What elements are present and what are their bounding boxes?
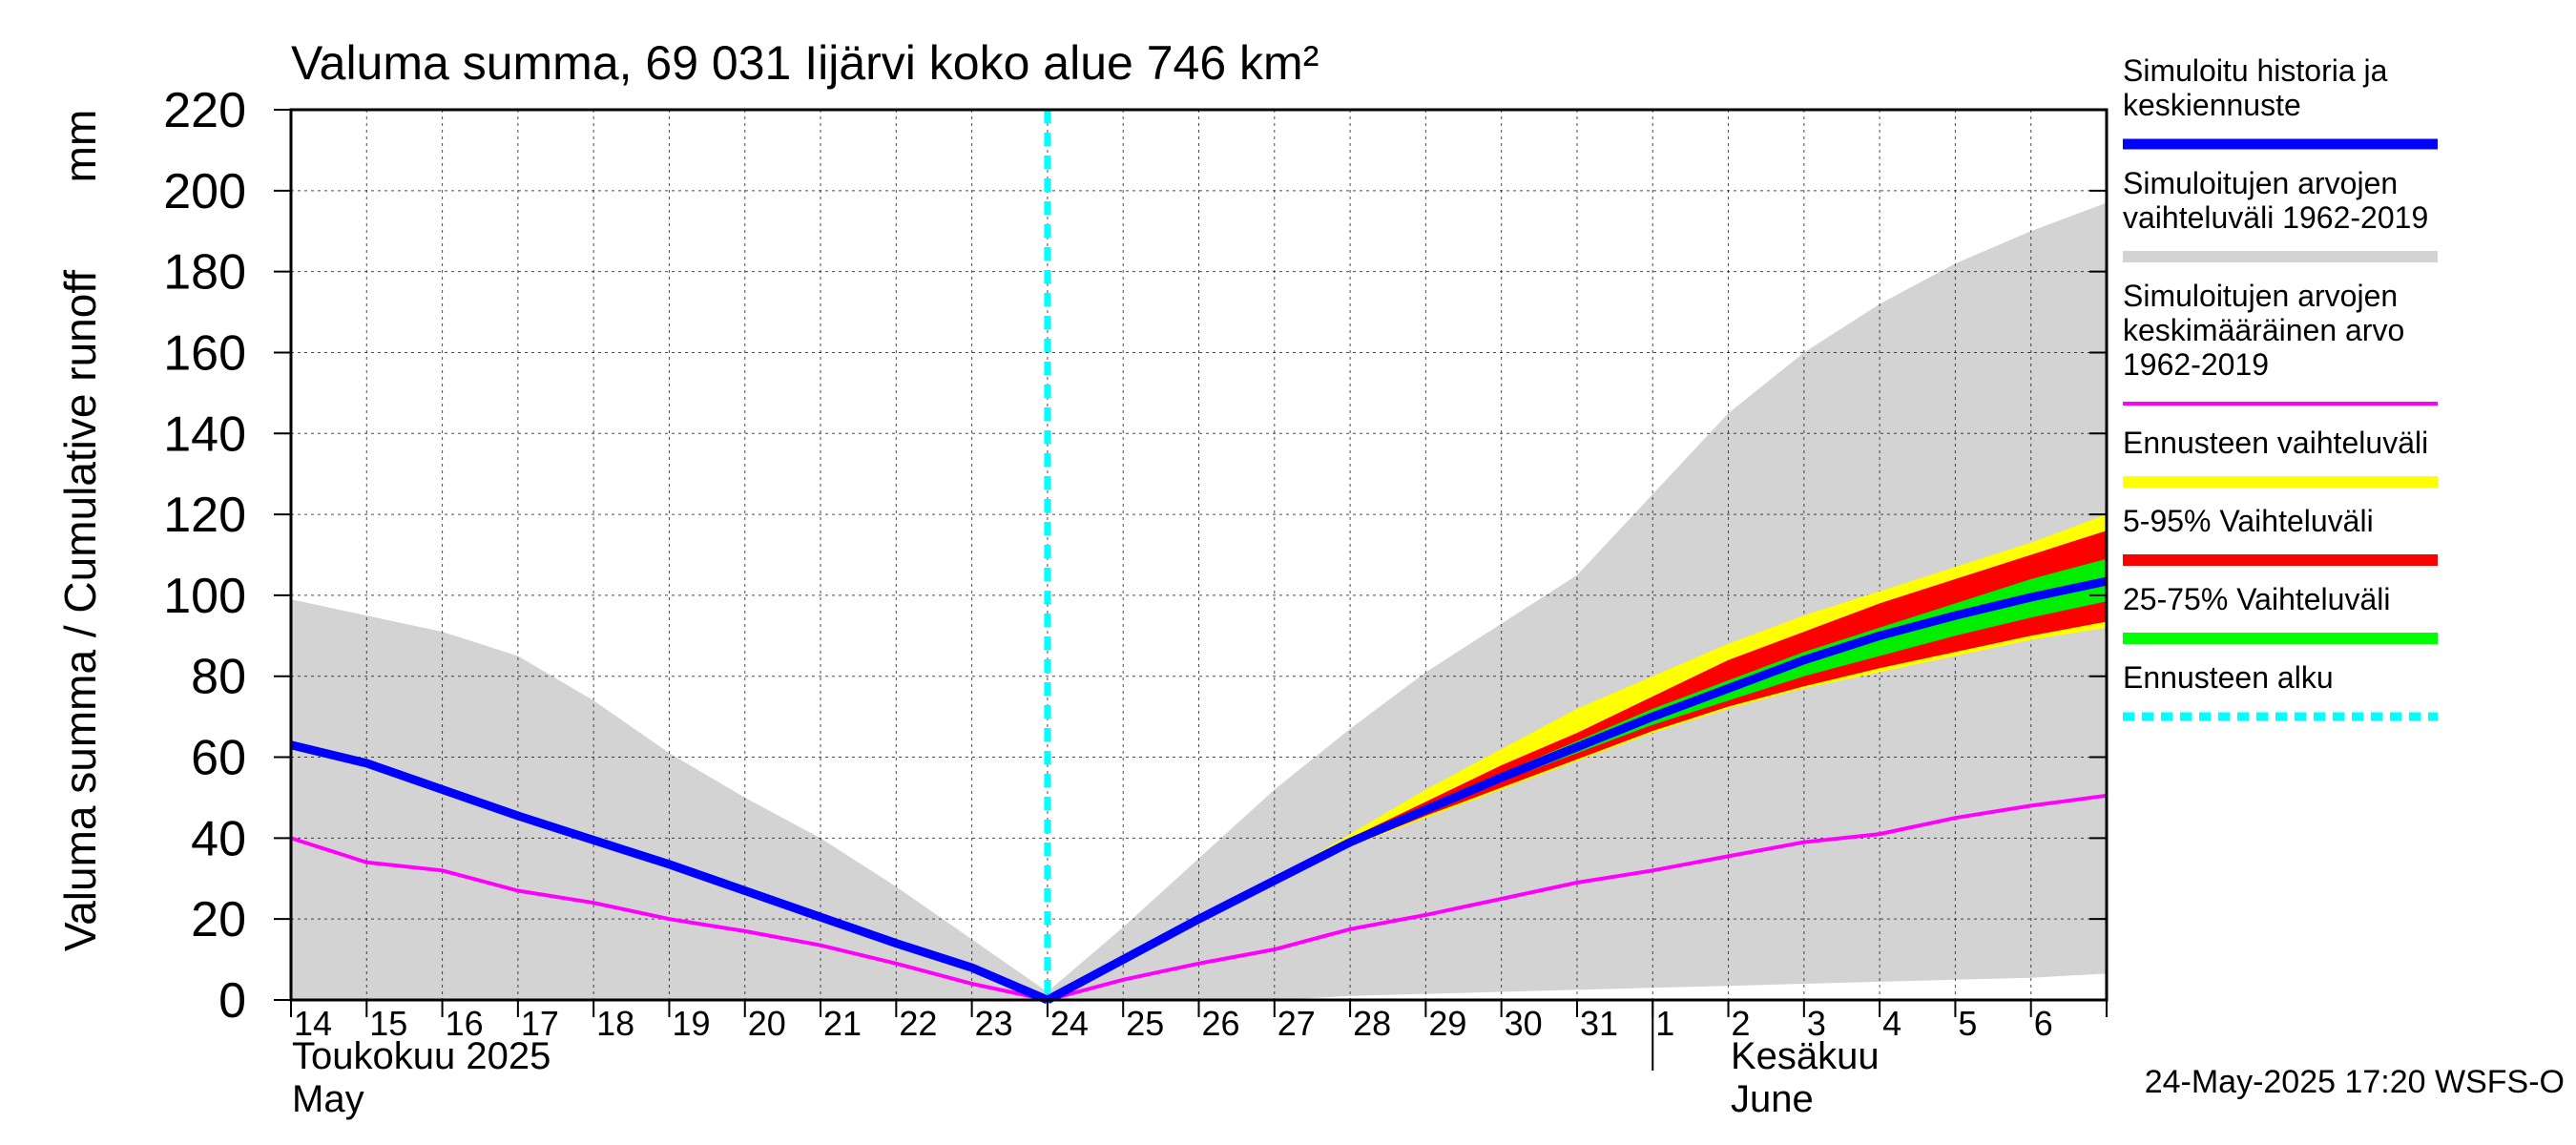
chart-title: Valuma summa, 69 031 Iijärvi koko alue 7…	[291, 36, 1319, 90]
legend-label: keskimääräinen arvo	[2123, 313, 2404, 347]
x-tick-label: 25	[1126, 1004, 1164, 1043]
legend-label: 1962-2019	[2123, 347, 2269, 382]
y-tick-label: 140	[163, 406, 246, 462]
legend-label: 25-75% Vaihteluväli	[2123, 582, 2390, 616]
x-tick-label: 2	[1732, 1004, 1751, 1043]
legend-item-p25_75: 25-75% Vaihteluväli	[2123, 582, 2438, 644]
y-tick-label: 180	[163, 245, 246, 301]
y-tick-label: 60	[191, 731, 246, 786]
x-tick-label: 29	[1428, 1004, 1466, 1043]
month-label-may-fi: Toukokuu 2025	[292, 1035, 551, 1077]
legend: Simuloitu historia jakeskiennusteSimuloi…	[2123, 53, 2438, 721]
x-tick-label: 18	[596, 1004, 634, 1043]
x-tick-label: 15	[369, 1004, 407, 1043]
legend-label: keskiennuste	[2123, 88, 2301, 122]
month-label-june-fi: Kesäkuu	[1731, 1035, 1880, 1077]
timestamp: 24-May-2025 17:20 WSFS-O	[2145, 1064, 2565, 1100]
x-tick-label: 28	[1353, 1004, 1391, 1043]
y-axis-label: Valuma summa / Cumulative runoff	[55, 270, 105, 951]
y-tick-label: 220	[163, 83, 246, 138]
month-label-june-en: June	[1731, 1078, 1814, 1120]
x-tick-label: 20	[748, 1004, 786, 1043]
legend-label: 5-95% Vaihteluväli	[2123, 504, 2374, 538]
x-tick-label: 30	[1505, 1004, 1543, 1043]
legend-label: vaihteluväli 1962-2019	[2123, 200, 2428, 235]
x-tick-label: 1	[1655, 1004, 1674, 1043]
historical-range-band	[291, 202, 2107, 1000]
x-tick-label: 31	[1580, 1004, 1618, 1043]
plot-area	[289, 109, 2108, 1005]
x-tick-label: 26	[1202, 1004, 1240, 1043]
y-axis-unit: mm	[55, 110, 105, 183]
month-label-may-en: May	[292, 1078, 364, 1120]
legend-label: Ennusteen alku	[2123, 660, 2334, 695]
x-tick-label: 23	[975, 1004, 1013, 1043]
y-tick-label: 80	[191, 650, 246, 705]
x-tick-label: 27	[1278, 1004, 1316, 1043]
forecast-median-line	[1045, 576, 2108, 1004]
y-tick-label: 100	[163, 569, 246, 624]
x-tick-label: 14	[294, 1004, 332, 1043]
legend-item-forecast_range: Ennusteen vaihteluväli	[2123, 426, 2438, 488]
y-tick-label: 120	[163, 488, 246, 543]
legend-label: Simuloitujen arvojen	[2123, 166, 2398, 200]
y-tick-label: 160	[163, 325, 246, 381]
x-tick-label: 24	[1050, 1004, 1089, 1043]
legend-label: Simuloitujen arvojen	[2123, 279, 2398, 313]
x-tick-label: 21	[823, 1004, 862, 1043]
x-tick-label: 22	[899, 1004, 937, 1043]
legend-label: Simuloitu historia ja	[2123, 53, 2388, 88]
legend-item-forecast_start: Ennusteen alku	[2123, 660, 2438, 721]
legend-label: Ennusteen vaihteluväli	[2123, 426, 2428, 460]
x-tick-label: 3	[1807, 1004, 1826, 1043]
x-tick-label: 4	[1882, 1004, 1901, 1043]
historical-mean-line	[290, 793, 2108, 1003]
y-tick-label: 200	[163, 164, 246, 219]
x-tick-label: 19	[672, 1004, 710, 1043]
x-tick-label: 6	[2034, 1004, 2053, 1043]
simulated-history-line	[289, 740, 1049, 1005]
y-tick-label: 0	[218, 973, 246, 1029]
legend-item-p5_95: 5-95% Vaihteluväli	[2123, 504, 2438, 566]
x-tick-label: 17	[521, 1004, 559, 1043]
x-tick-label: 5	[1958, 1004, 1977, 1043]
x-tick-label: 16	[446, 1004, 484, 1043]
y-tick-label: 20	[191, 892, 246, 947]
y-tick-label: 40	[191, 811, 246, 866]
